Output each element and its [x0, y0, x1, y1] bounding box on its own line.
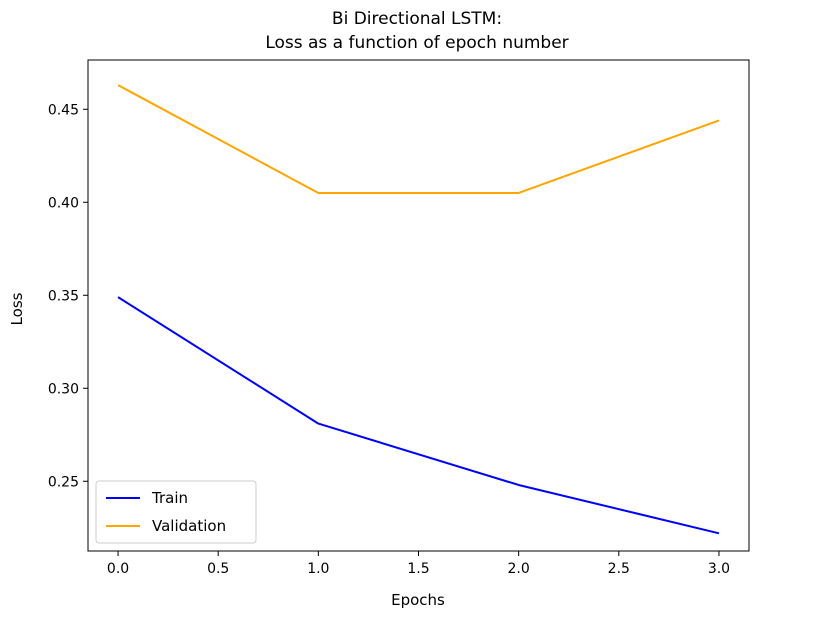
- legend-label: Validation: [152, 517, 226, 535]
- x-tick-label: 2.0: [508, 561, 530, 577]
- y-tick-label: 0.35: [48, 288, 79, 304]
- series-line-validation: [117, 84, 720, 194]
- x-tick-label: 3.0: [708, 561, 730, 577]
- x-tick-label: 0.0: [107, 561, 129, 577]
- y-tick-label: 0.40: [48, 195, 79, 211]
- plot-frame: [87, 59, 750, 552]
- y-tick-label: 0.25: [48, 474, 79, 490]
- x-axis-label: Epochs: [391, 591, 445, 609]
- y-axis: 0.25 0.30 0.35 0.40 0.45: [48, 102, 88, 490]
- chart-subtitle: Loss as a function of epoch number: [265, 33, 568, 53]
- x-tick-label: 2.5: [608, 561, 630, 577]
- y-axis-label: Loss: [8, 292, 26, 325]
- series-line-train: [117, 296, 720, 535]
- x-tick-label: 1.0: [307, 561, 329, 577]
- x-tick-label: 0.5: [207, 561, 229, 577]
- y-tick-label: 0.30: [48, 381, 79, 397]
- y-tick-label: 0.45: [48, 102, 79, 118]
- x-tick-label: 1.5: [407, 561, 429, 577]
- x-axis: 0.0 0.5 1.0 1.5 2.0 2.5 3.0: [107, 551, 730, 577]
- legend-box: [95, 480, 257, 544]
- chart-title: Bi Directional LSTM:: [332, 9, 502, 29]
- series-layer: [117, 84, 720, 535]
- legend: Train Validation: [95, 480, 257, 544]
- legend-label: Train: [151, 489, 188, 507]
